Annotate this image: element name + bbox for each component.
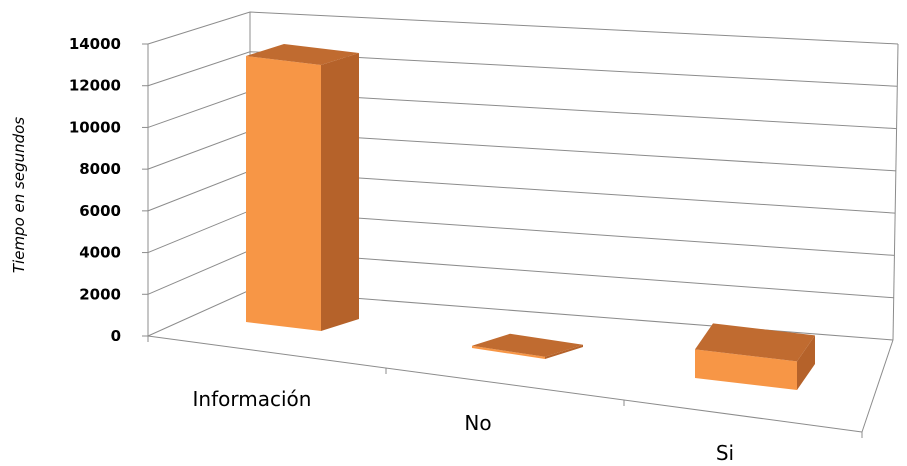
- bar: [472, 333, 583, 359]
- y-tick-label: 14000: [69, 35, 121, 53]
- bar: [246, 44, 359, 331]
- y-tick-label: 12000: [69, 77, 121, 95]
- x-axis-line: [147, 335, 863, 433]
- bar-front: [695, 349, 797, 390]
- x-tick-labels: Información No Si: [147, 336, 863, 465]
- x-tick-label: No: [464, 411, 491, 435]
- bar-top: [695, 323, 815, 362]
- y-axis-title: Tiempo en segundos: [10, 117, 28, 273]
- bar-top: [472, 333, 583, 357]
- y-tick-labels: 0 2000 4000 6000 8000 10000 12000 14000: [69, 35, 148, 345]
- y-tick-label: 2000: [79, 285, 121, 303]
- bar-side: [797, 335, 815, 390]
- bar-top: [246, 44, 359, 65]
- x-tick-label: Si: [716, 441, 734, 465]
- bars: [246, 44, 815, 390]
- y-tick-label: 6000: [79, 202, 121, 220]
- y-tick-label: 0: [111, 327, 121, 345]
- y-tick-label: 8000: [79, 160, 121, 178]
- gridline: [147, 11, 899, 45]
- y-tick-label: 10000: [69, 118, 121, 136]
- bar-side: [545, 344, 583, 359]
- floor-right-edge: [861, 339, 894, 433]
- y-tick-label: 4000: [79, 244, 121, 262]
- bar-front: [472, 345, 545, 359]
- bar-side: [321, 53, 359, 331]
- x-tick-label: Información: [193, 387, 312, 411]
- bar: [695, 323, 815, 390]
- bar-front: [246, 56, 321, 331]
- back-wall-right-edge: [892, 43, 899, 341]
